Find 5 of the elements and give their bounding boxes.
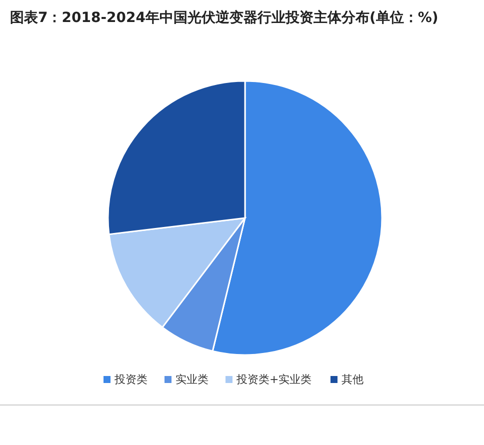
legend-label: 其他 xyxy=(342,373,364,386)
legend-label: 投资类+实业类 xyxy=(236,373,312,386)
legend-label: 投资类 xyxy=(114,373,148,386)
legend-label: 实业类 xyxy=(176,373,208,386)
chart-title: 图表7：2018-2024年中国光伏逆变器行业投资主体分布(单位：%) xyxy=(10,9,438,26)
